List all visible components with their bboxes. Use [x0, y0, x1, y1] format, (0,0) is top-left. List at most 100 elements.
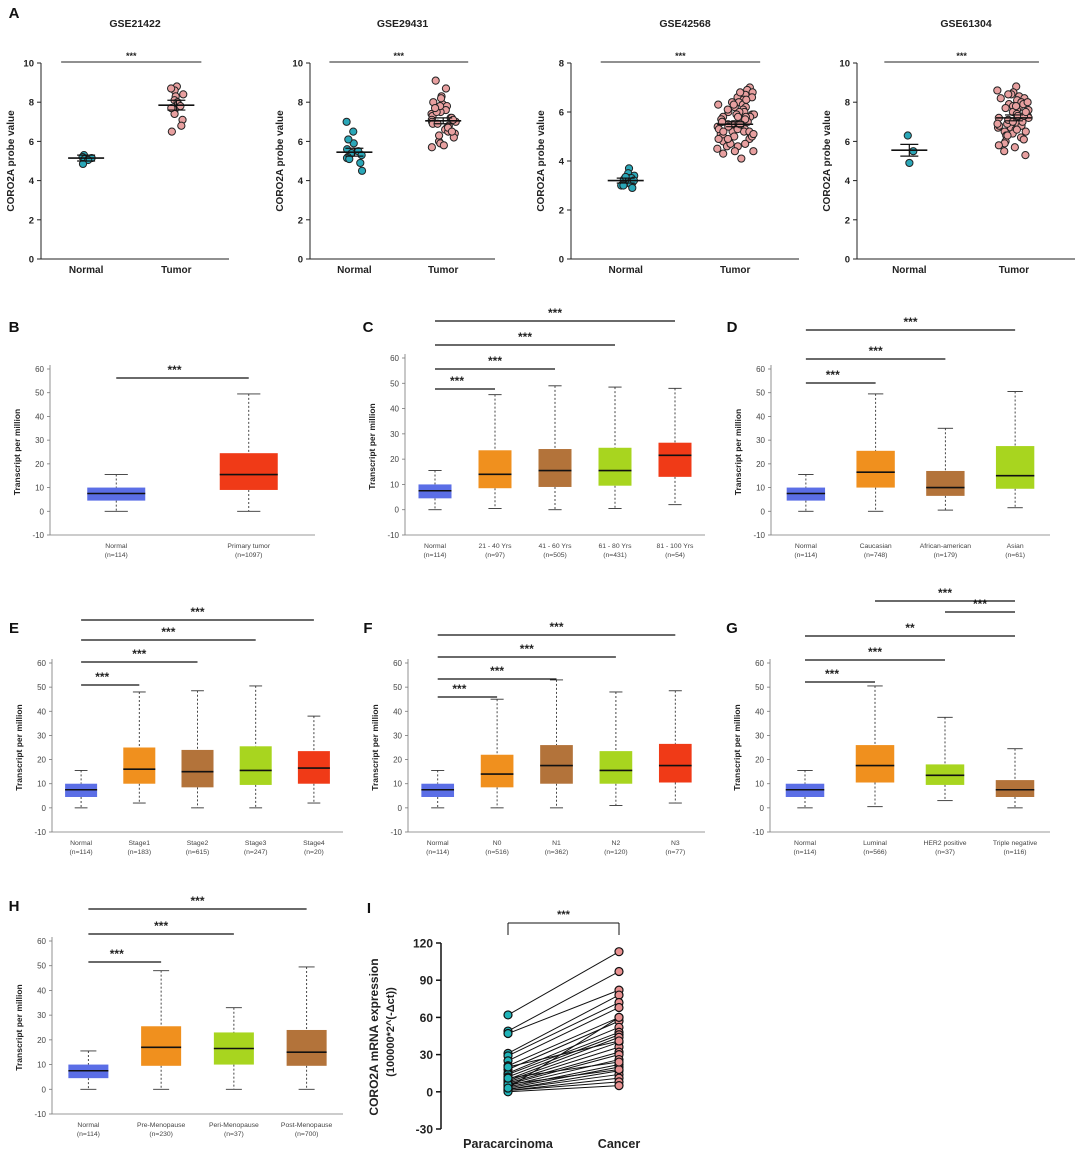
- pair-line: [507, 1007, 620, 1062]
- x-tick-label: Caucasian: [860, 543, 892, 550]
- pair-line: [507, 1041, 620, 1082]
- dotplot-2: GSE42568 0 2 4 6 8 CORO2A probe value Normal Tum…: [536, 18, 799, 276]
- x-tick-count: (n=114): [426, 849, 449, 856]
- y-tick-label: 40: [390, 405, 399, 414]
- y-tick-label: 10: [23, 59, 34, 70]
- y-tick-label: 2: [298, 215, 303, 226]
- y-tick-label: -10: [387, 531, 399, 540]
- y-tick-label: 0: [559, 255, 564, 266]
- data-point: [342, 117, 351, 126]
- box-3: [598, 447, 632, 486]
- significance-stars: ***: [490, 664, 504, 678]
- x-tick-label: Luminal: [863, 840, 887, 847]
- y-tick-label: 50: [755, 683, 764, 692]
- y-tick-label: 50: [390, 379, 399, 388]
- point-cancer: [614, 1036, 624, 1046]
- y-tick-label: 30: [756, 436, 765, 445]
- y-tick-label: 20: [393, 756, 402, 765]
- y-axis-label: Transcript per million: [14, 704, 24, 790]
- data-point: [434, 131, 444, 140]
- x-tick-count: (n=114): [793, 849, 816, 856]
- y-tick-label: 0: [29, 255, 34, 266]
- y-tick-label: 60: [756, 365, 765, 374]
- data-point: [1011, 102, 1021, 111]
- significance-stars: ***: [675, 51, 686, 61]
- y-tick-label: 90: [420, 974, 434, 988]
- y-tick-label: 120: [413, 937, 433, 951]
- y-tick-label: 0: [40, 507, 45, 516]
- x-tick-count: (n=183): [127, 849, 151, 856]
- data-point: [1012, 125, 1021, 134]
- x-tick-count: (n=114): [794, 552, 817, 559]
- boxplot-D: D -10 0 10 20 30 40 50 60 Transcript per million N…: [727, 315, 1050, 559]
- x-tick-count: (n=505): [543, 552, 567, 559]
- y-tick-label: 20: [37, 1036, 46, 1045]
- point-paracarcinoma: [503, 1083, 513, 1093]
- pair-line: [507, 1081, 620, 1092]
- y-tick-label: 6: [559, 108, 564, 119]
- panel-label-F: F: [363, 620, 372, 637]
- x-tick-label: N3: [671, 840, 680, 847]
- x-tick-count: (n=566): [863, 849, 887, 856]
- significance-stars: ***: [557, 909, 571, 921]
- data-point: [345, 154, 354, 164]
- y-tick-label: 60: [393, 659, 402, 668]
- point-cancer: [614, 947, 624, 957]
- y-axis-label: Transcript per million: [12, 409, 22, 495]
- pair-line: [507, 1026, 620, 1074]
- x-tick-label: Stage3: [245, 840, 267, 847]
- x-tick-label: 21 - 40 Yrs: [478, 543, 512, 550]
- x-tick-label: 41 - 60 Yrs: [538, 543, 572, 550]
- x-tick-count: (n=114): [105, 552, 128, 559]
- box-1: [219, 453, 278, 490]
- data-point: [177, 121, 186, 130]
- significance-stars: **: [905, 621, 915, 635]
- y-tick-label: 10: [393, 780, 402, 789]
- significance-stars: ***: [903, 315, 917, 329]
- x-tick-count: (n=37): [935, 849, 955, 856]
- x-tick-label: N0: [493, 840, 502, 847]
- y-tick-label: -30: [416, 1123, 434, 1137]
- panel-label-C: C: [363, 319, 374, 336]
- panel-label-G: G: [726, 620, 738, 637]
- dotplot-0: GSE21422 0 2 4 6 8 10 CORO2A probe value Normal T…: [6, 18, 229, 276]
- data-point: [742, 95, 751, 104]
- x-tick-label: Tumor: [720, 265, 750, 276]
- y-tick-label: 10: [37, 1061, 46, 1070]
- y-tick-label: 10: [756, 484, 765, 493]
- y-tick-label: 60: [390, 354, 399, 363]
- significance-stars: ***: [132, 647, 146, 661]
- data-point: [1008, 117, 1017, 126]
- data-point: [1023, 98, 1032, 107]
- chart-title: GSE42568: [659, 18, 711, 30]
- significance-stars: ***: [938, 586, 952, 600]
- data-point: [729, 100, 738, 109]
- y-tick-label: 30: [755, 731, 764, 740]
- boxplot-F: F -10 0 10 20 30 40 50 60 Transcript per million N…: [363, 620, 705, 856]
- y-tick-label: -10: [32, 531, 44, 540]
- y-tick-label: -10: [34, 1110, 46, 1119]
- pair-line: [507, 971, 620, 1032]
- pair-line: [507, 1034, 620, 1078]
- data-point: [78, 159, 88, 169]
- x-tick-label: Normal: [77, 1122, 99, 1129]
- panel-label-B: B: [9, 319, 20, 336]
- y-axis-label: CORO2A mRNA expression: [367, 958, 381, 1115]
- point-paracarcinoma: [503, 1010, 513, 1020]
- y-tick-label: 30: [390, 430, 399, 439]
- point-cancer: [614, 1012, 624, 1023]
- y-tick-label: 0: [395, 506, 400, 515]
- y-tick-label: 0: [761, 507, 766, 516]
- data-point: [431, 76, 440, 85]
- data-point: [714, 134, 723, 144]
- significance-stars: ***: [110, 947, 124, 961]
- chart-title: GSE29431: [377, 18, 429, 30]
- y-tick-label: 40: [37, 986, 46, 995]
- x-tick-label: 81 - 100 Yrs: [657, 543, 695, 550]
- y-tick-label: 40: [755, 707, 764, 716]
- y-tick-label: 50: [37, 683, 46, 692]
- x-tick-label: Triple negative: [993, 840, 1038, 847]
- significance-stars: ***: [518, 330, 532, 344]
- chart-title: GSE21422: [109, 18, 161, 30]
- y-tick-label: 60: [420, 1011, 434, 1025]
